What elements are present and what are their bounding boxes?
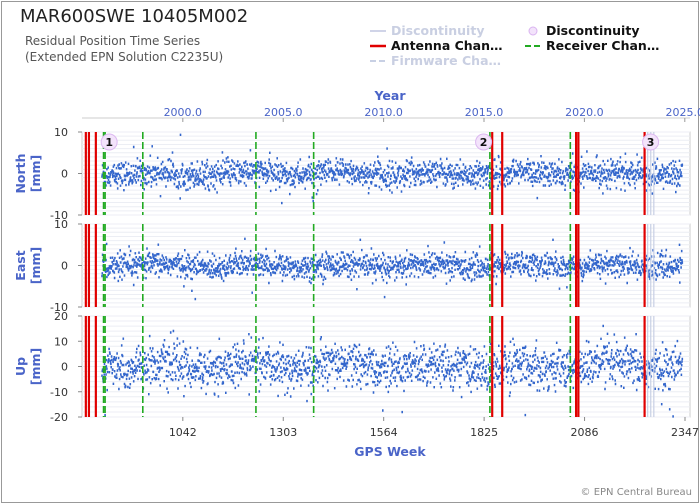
discontinuity-marker [475,133,493,151]
series-points-north [101,133,684,205]
chart-subtitle-line1: Residual Position Time Series [25,34,201,48]
week-tick-label: 1042 [169,426,197,439]
legend-discontinuity-line-label: Discontinuity [391,23,485,38]
y-axis-title-up: Up [13,357,28,376]
year-tick-label: 2015.0 [465,106,504,119]
year-tick-label: 2000.0 [164,106,203,119]
series-points-east [101,237,684,301]
y-tick-label: -20 [50,411,68,424]
chart-title: MAR600SWE 10405M002 [20,6,249,27]
legend-symbols [370,26,541,62]
y-tick-label: -10 [50,209,68,222]
copyright-text: © EPN Central Bureau [580,487,692,498]
year-tick-label: 2020.0 [565,106,604,119]
top-axis-title: Year [374,88,407,103]
series-point-path [101,133,684,205]
y-axis-title-north: [mm] [28,155,43,192]
y-tick-label: 0 [61,260,68,273]
week-tick-label: 1564 [370,426,398,439]
discontinuity-marker [100,133,118,151]
week-tick-label: 2086 [571,426,599,439]
y-tick-label: 10 [54,335,68,348]
y-tick-label: 20 [54,310,68,323]
legend-firmware-change-label: Firmware Cha… [391,53,501,68]
legend-discontinuity-circle-label: Discontinuity [546,23,640,38]
y-tick-label: -10 [50,301,68,314]
y-tick-label: 0 [61,168,68,181]
y-axis-title-north: North [13,153,28,193]
y-tick-label: 10 [54,218,68,231]
discontinuity-marker-label: 1 [105,136,113,149]
year-tick-label: 2005.0 [264,106,303,119]
year-tick-label: 2025.0 [666,106,700,119]
discontinuity-marker [642,133,660,151]
series-point-path [101,324,684,418]
y-tick-label: -10 [50,386,68,399]
series-points-up [101,324,684,418]
discontinuity-marker-label: 2 [480,136,488,149]
y-axis-title-up: [mm] [28,348,43,385]
y-tick-label: 10 [54,126,68,139]
discontinuity-marker-label: 3 [647,136,655,149]
week-tick-label: 1303 [269,426,297,439]
legend-antenna-change-label: Antenna Chan… [391,38,503,53]
legend-discontinuity-circle-symbol [528,26,538,36]
y-tick-label: 0 [61,361,68,374]
bottom-axis-title: GPS Week [354,444,426,459]
series-point-path [101,237,684,301]
y-axis-title-east: [mm] [28,247,43,284]
year-tick-label: 2010.0 [364,106,403,119]
chart-subtitle-line2: (Extended EPN Solution C2235U) [25,50,224,64]
y-axis-title-east: East [13,250,28,280]
legend-receiver-change-label: Receiver Chan… [546,38,660,53]
week-tick-label: 2347 [671,426,699,439]
week-tick-label: 1825 [470,426,498,439]
